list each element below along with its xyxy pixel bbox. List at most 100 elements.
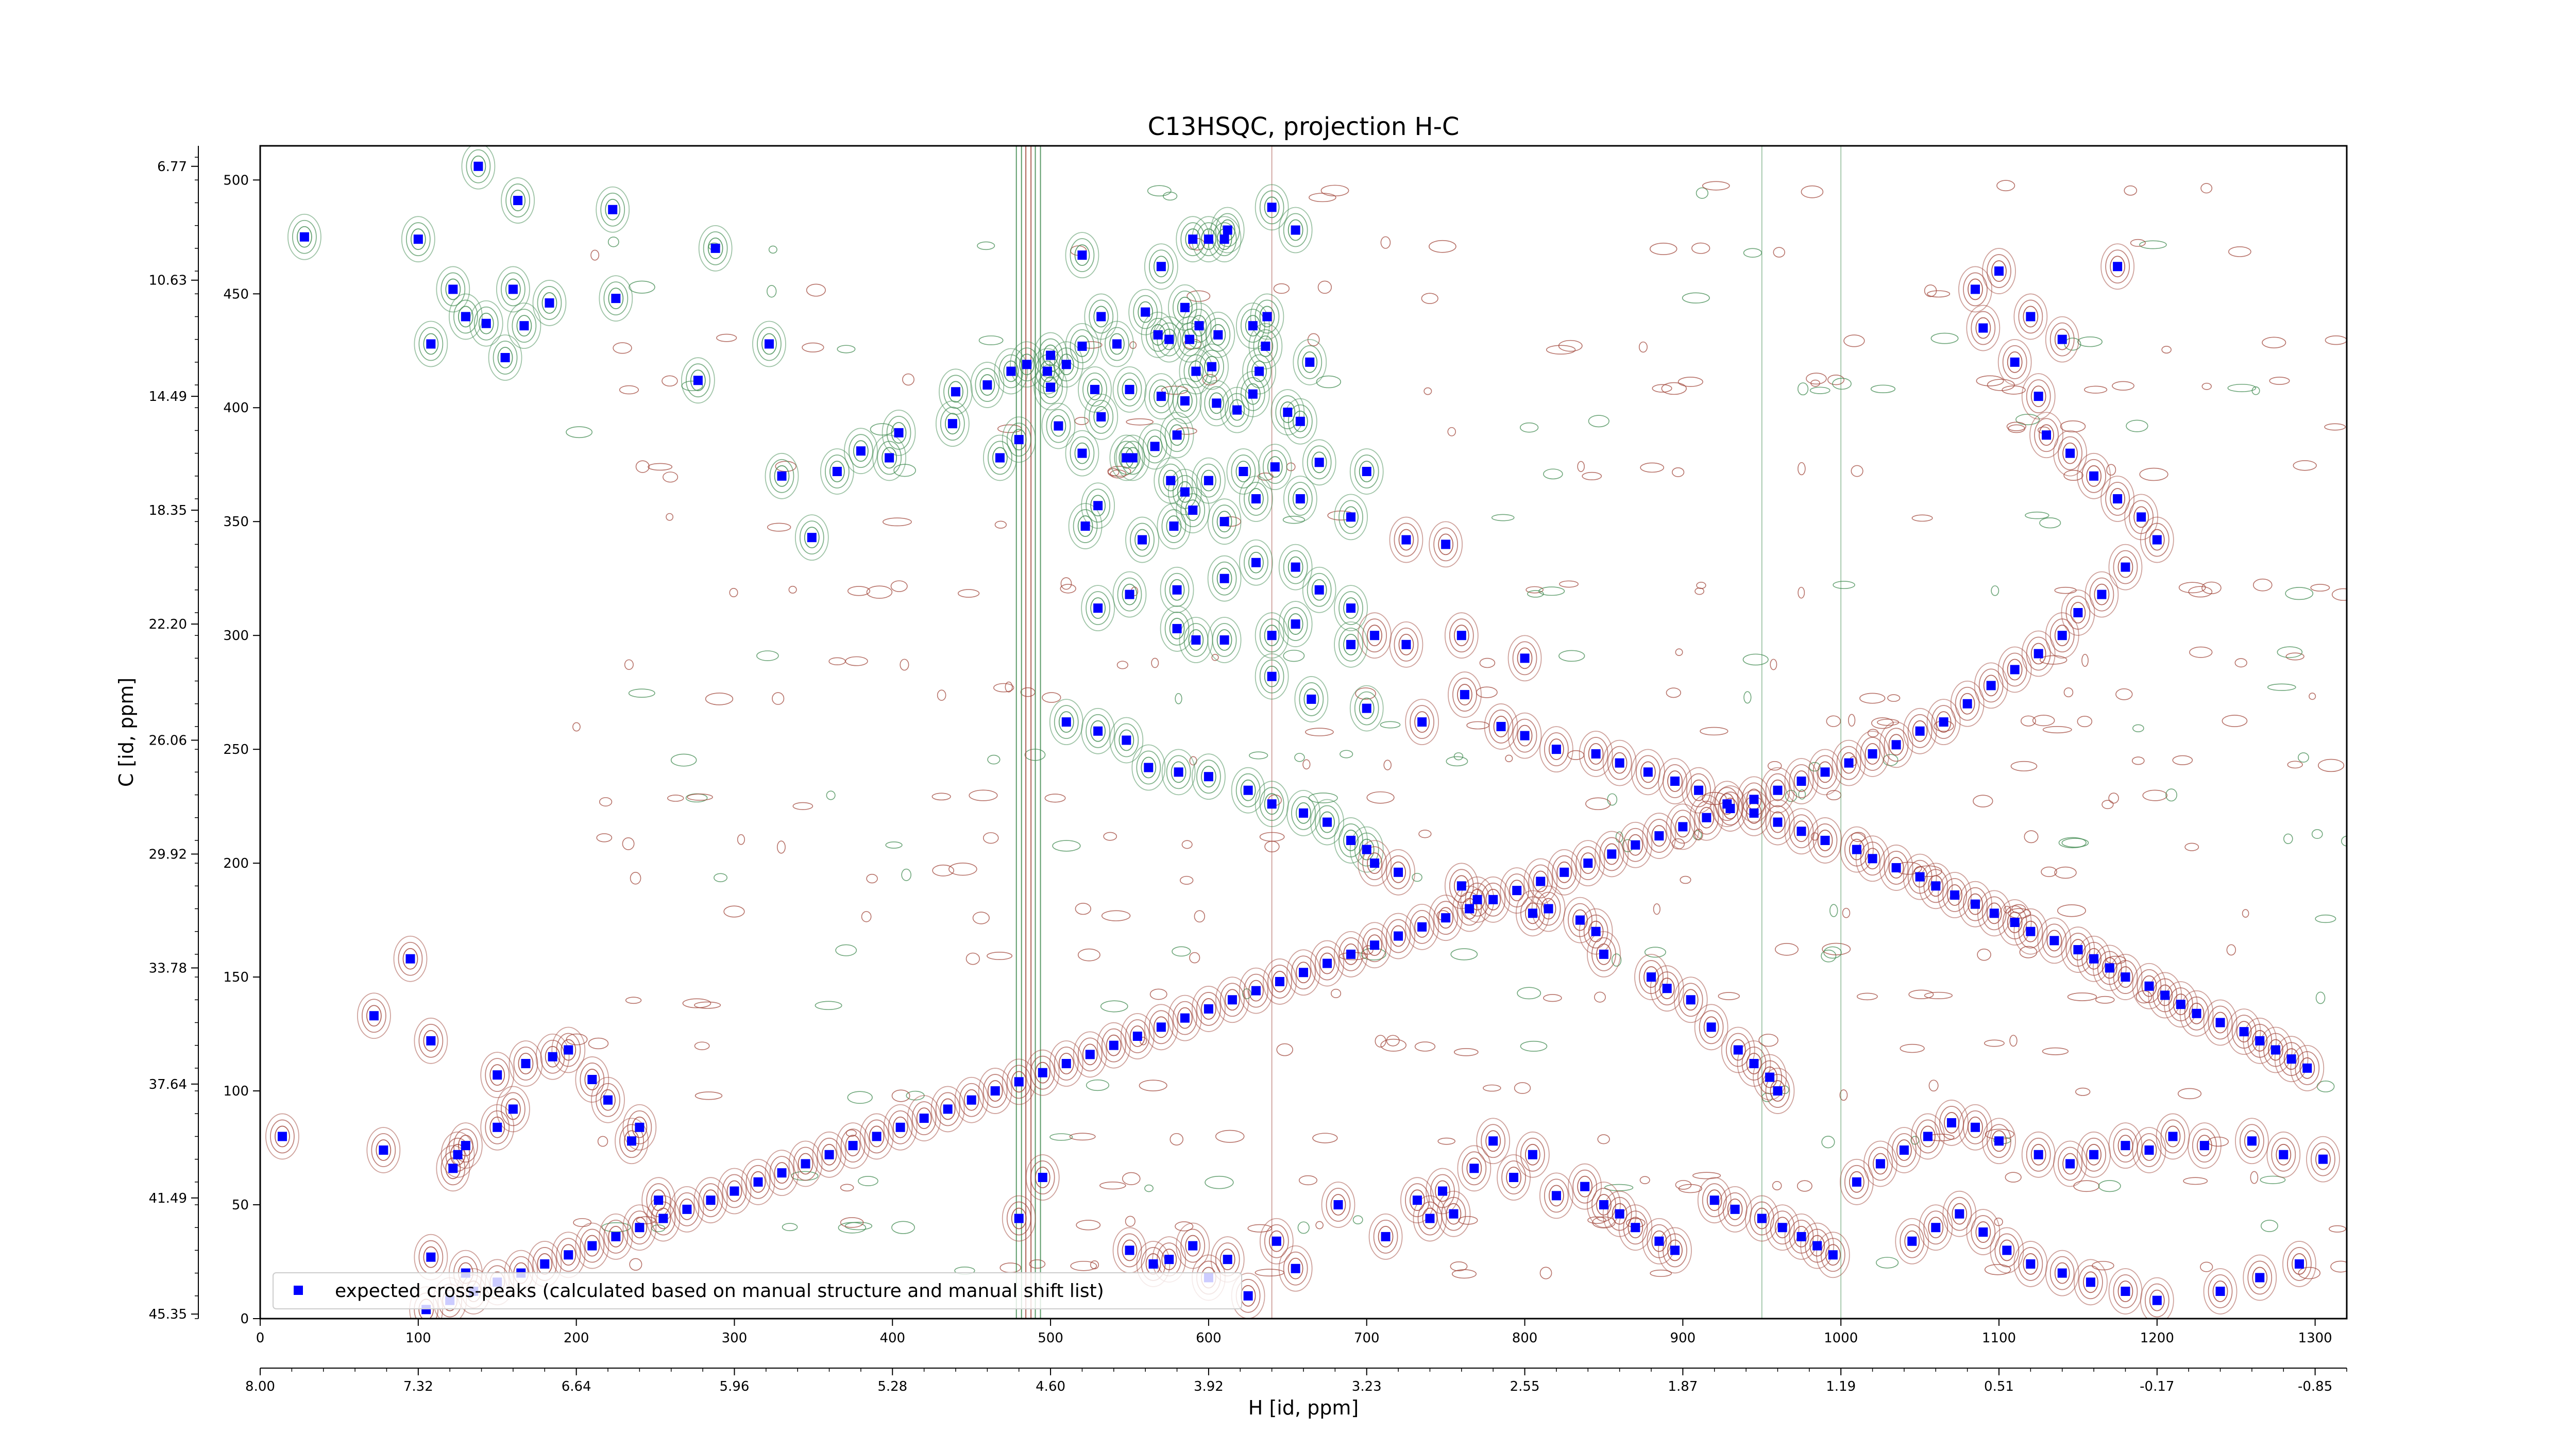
x-tick-label: 0: [256, 1330, 265, 1346]
cross-peak-marker: [564, 1250, 573, 1260]
contour: [2098, 1180, 2121, 1192]
peak-contour: [1106, 1034, 1122, 1056]
contour: [1126, 418, 1154, 426]
peak-contour: [1068, 503, 1103, 549]
peak-contour: [1549, 1185, 1564, 1207]
cross-peak-marker: [1156, 262, 1166, 272]
peak-contour: [1659, 978, 1675, 1000]
contour: [1994, 1217, 2003, 1226]
peak-contour: [1255, 612, 1289, 659]
contour: [1144, 1184, 1154, 1192]
peak-contour: [1235, 302, 1270, 349]
cross-peak-marker: [1156, 392, 1166, 401]
contour: [1069, 1133, 1096, 1141]
peak-contour: [1987, 1124, 2011, 1158]
cross-peak-marker: [943, 1104, 953, 1114]
peak-contour: [1114, 723, 1139, 757]
peak-contour: [1481, 1124, 1506, 1158]
peak-contour: [1746, 1053, 1762, 1074]
peak-contour: [2227, 1008, 2261, 1055]
contour: [2310, 584, 2330, 592]
cross-peak-marker: [1950, 890, 1960, 900]
peak-contour: [943, 375, 968, 409]
peak-contour: [1441, 1197, 1466, 1231]
peak-contour: [1334, 585, 1368, 632]
peak-contour: [1706, 1189, 1722, 1211]
peak-contour: [1216, 629, 1232, 651]
peak-contour: [1093, 306, 1109, 328]
peak-contour: [1493, 716, 1509, 737]
contour: [723, 905, 745, 918]
cross-peak-marker: [1314, 585, 1324, 595]
contour: [2285, 652, 2304, 661]
cross-peak-marker: [1551, 1191, 1561, 1201]
peak-contour: [1264, 625, 1280, 647]
peak-contour: [1086, 714, 1111, 748]
peak-contour: [765, 452, 799, 499]
cross-peak-marker: [1986, 681, 1996, 690]
peak-contour: [2236, 1021, 2252, 1043]
cross-peak-marker: [277, 1132, 287, 1141]
contour: [2161, 346, 2172, 354]
peak-contour: [1754, 1207, 1770, 1229]
peak-contour: [703, 1189, 719, 1211]
contour: [1677, 377, 1703, 387]
peak-contour: [2007, 912, 2023, 933]
peak-contour: [1117, 577, 1142, 612]
peak-contour: [1368, 1214, 1403, 1260]
peak-contour: [1647, 819, 1672, 853]
cross-peak-marker: [2113, 494, 2123, 504]
cross-peak-marker: [706, 1195, 716, 1205]
peak-contour: [2078, 1265, 2103, 1300]
contour: [1447, 427, 1456, 436]
peak-contour: [2074, 1259, 2108, 1306]
contour: [837, 345, 856, 353]
peak-contour: [1500, 867, 1534, 914]
peak-contour: [679, 1198, 695, 1220]
cross-peak-marker: [2286, 1054, 2296, 1064]
peak-contour: [485, 1110, 510, 1144]
peak-contour: [2013, 293, 2048, 340]
cross-peak-marker: [2065, 448, 2075, 458]
peak-contour: [1074, 244, 1090, 266]
peak-contour: [510, 190, 526, 211]
contour: [2267, 683, 2296, 691]
peak-contour: [1258, 335, 1274, 357]
cross-peak-marker: [1456, 631, 1466, 641]
peak-contour: [1612, 1203, 1628, 1225]
peak-contour: [1634, 954, 1668, 1000]
contour: [1870, 384, 1896, 394]
peak-contour: [1446, 1203, 1462, 1225]
contour: [2041, 866, 2057, 878]
peak-contour: [1737, 776, 1771, 823]
peak-contour: [1253, 329, 1278, 363]
contour: [1875, 1257, 1899, 1269]
contour: [1567, 750, 1585, 760]
peak-contour: [1163, 469, 1179, 492]
peak-contour: [1014, 347, 1039, 382]
cross-peak-marker: [2026, 926, 2036, 936]
peak-contour: [1201, 766, 1216, 788]
peak-contour: [888, 1110, 913, 1144]
contour: [596, 833, 613, 843]
peak-contour: [1587, 931, 1621, 978]
peak-contour: [2274, 1036, 2309, 1083]
contour: [2095, 996, 2115, 1004]
peak-contour: [1952, 1203, 1968, 1225]
peak-contour: [948, 381, 963, 403]
peak-contour: [615, 1118, 649, 1165]
contour: [858, 1176, 878, 1186]
y-tick-label: 400: [223, 400, 249, 416]
y-axis-label: C [id, ppm]: [115, 678, 138, 787]
peak-contour: [2235, 1118, 2269, 1165]
peak-contour: [674, 1192, 700, 1226]
peak-contour: [632, 1116, 648, 1138]
peak-contour: [916, 1107, 932, 1129]
peak-contour: [1176, 1222, 1210, 1269]
peak-contour: [1367, 934, 1382, 956]
peak-contour: [1575, 846, 1601, 881]
cross-peak-marker: [1305, 357, 1315, 367]
contour: [2054, 586, 2077, 594]
contour: [2201, 581, 2222, 595]
peak-contour: [1438, 533, 1454, 555]
